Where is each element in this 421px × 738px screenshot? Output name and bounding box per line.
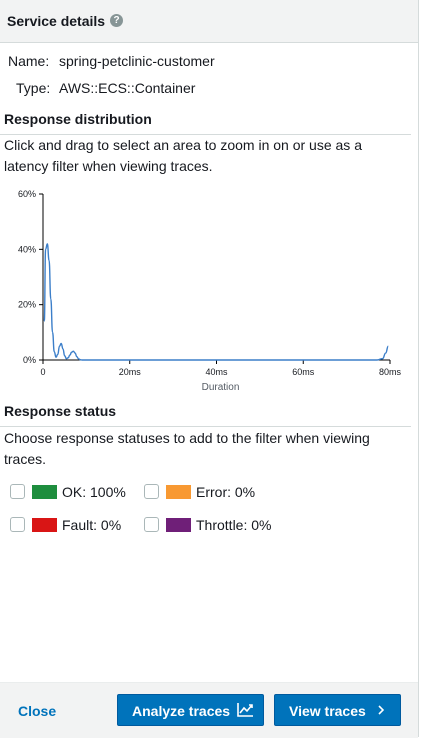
analyze-traces-button[interactable]: Analyze traces (117, 694, 264, 726)
view-traces-label: View traces (289, 703, 366, 719)
checkbox[interactable] (144, 484, 159, 499)
detail-value: spring-petclinic-customer (59, 53, 215, 69)
detail-key: Type: (16, 80, 51, 96)
response-status-title: Response status (4, 403, 117, 419)
x-axis-label: Duration (202, 382, 240, 393)
view-traces-button[interactable]: View traces (274, 694, 401, 726)
detail-row-type: Type: AWS::ECS::Container (0, 80, 421, 100)
status-label: Error: 0% (196, 484, 256, 500)
info-icon[interactable]: ? (110, 14, 123, 27)
panel-footer: Close Analyze traces View traces (0, 682, 418, 738)
y-tick-label: 0% (23, 355, 36, 365)
status-color-swatch (166, 518, 191, 532)
status-color-swatch (32, 518, 57, 532)
status-label: Throttle: 0% (196, 517, 272, 533)
chevron-right-icon (378, 705, 385, 715)
x-tick-label: 60ms (292, 367, 315, 377)
response-distribution-chart[interactable]: 0% 20% 40% 60% 0 20ms 40ms 60ms 80ms Duration (0, 180, 418, 400)
status-color-swatch (166, 485, 191, 499)
line-chart-icon (237, 703, 253, 717)
divider (0, 134, 411, 135)
detail-value: AWS::ECS::Container (59, 80, 196, 96)
checkbox[interactable] (144, 517, 159, 532)
close-link[interactable]: Close (18, 703, 57, 719)
detail-key: Name: (8, 53, 50, 69)
detail-row-name: Name: spring-petclinic-customer (0, 53, 421, 73)
x-tick-label: 20ms (119, 367, 142, 377)
status-color-swatch (32, 485, 57, 499)
response-status-help: Choose response statuses to add to the f… (4, 430, 370, 467)
y-tick-label: 60% (18, 189, 36, 199)
response-distribution-help: Click and drag to select an area to zoom… (4, 137, 362, 174)
status-label: OK: 100% (62, 484, 126, 500)
panel-header: Service details ? (0, 0, 418, 43)
status-label: Fault: 0% (62, 517, 122, 533)
analyze-traces-label: Analyze traces (132, 703, 231, 719)
y-tick-label: 20% (18, 300, 36, 310)
x-tick-label: 40ms (205, 367, 228, 377)
checkbox[interactable] (10, 517, 25, 532)
divider (0, 426, 411, 427)
response-distribution-title: Response distribution (4, 111, 152, 127)
series-line-0 (43, 243, 389, 361)
x-tick-label: 80ms (379, 367, 402, 377)
y-tick-label: 40% (18, 244, 36, 254)
checkbox[interactable] (10, 484, 25, 499)
panel-title: Service details (7, 13, 106, 29)
x-tick-label: 0 (40, 367, 45, 377)
